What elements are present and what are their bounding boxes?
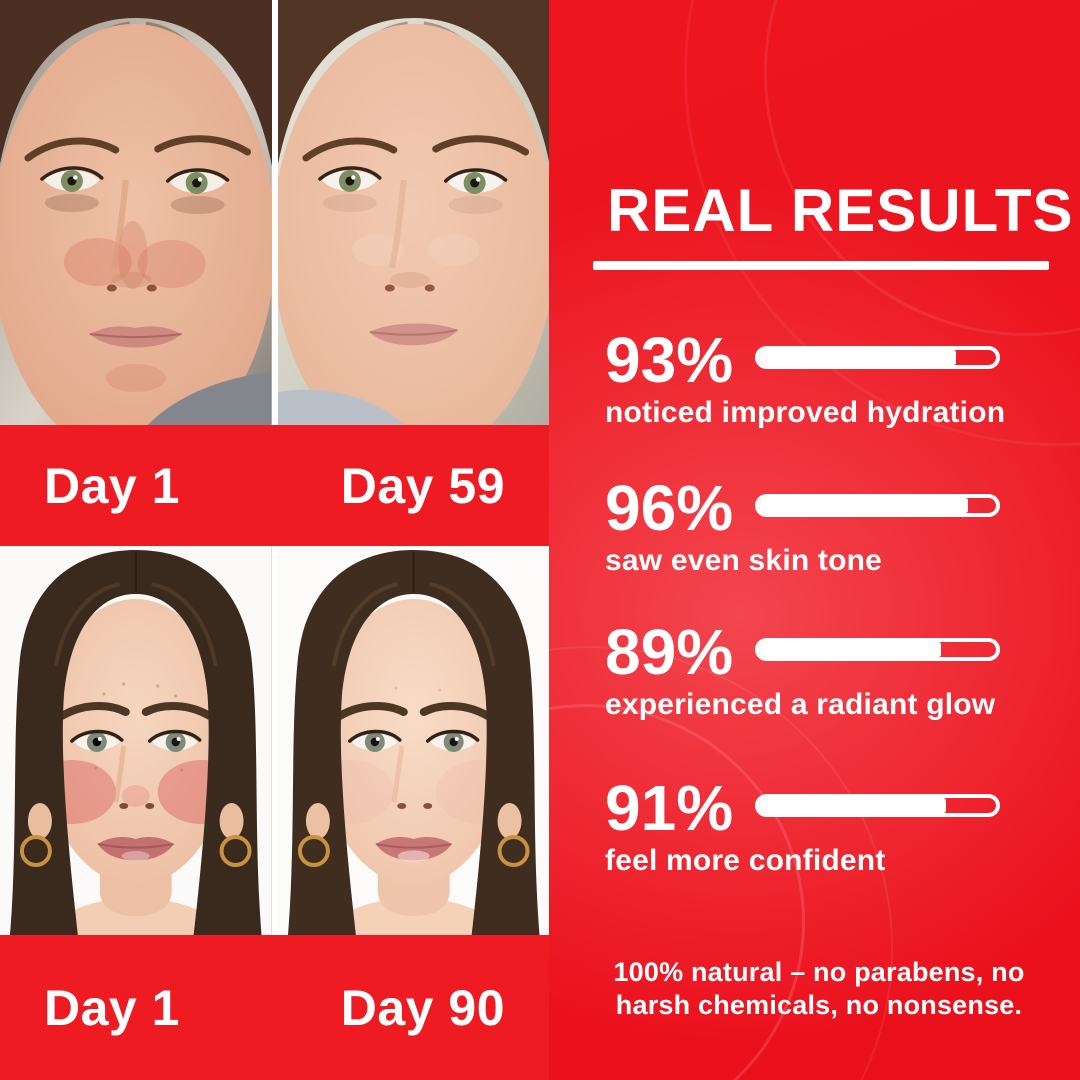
- stat-label: noticed improved hydration: [605, 396, 1006, 429]
- before-after-column: Day 1 Day 59: [0, 0, 549, 1080]
- day-label-after-bottom: Day 90: [340, 979, 505, 1036]
- footer-line-1: 100% natural – no parabens, no: [613, 957, 1025, 987]
- day-label-after-top: Day 59: [340, 457, 505, 514]
- stat-progress-fill: [759, 497, 968, 513]
- stat-progress-fill: [759, 641, 942, 657]
- panel-title: REAL RESULTS: [607, 177, 1074, 244]
- day-label-before-bottom: Day 1: [44, 979, 180, 1036]
- photo-divider-bottom: [271, 546, 278, 935]
- stat-skin-tone: 96% saw even skin tone: [605, 476, 1057, 578]
- day-label-bar-top: Day 1 Day 59: [0, 425, 549, 546]
- photo-divider-top: [271, 0, 278, 425]
- stat-confidence: 91% feel more confident: [605, 776, 1057, 878]
- stat-progress-bar: [755, 493, 1000, 517]
- photo-after-day90-bottom: [277, 546, 549, 935]
- stat-progress-bar: [755, 793, 1000, 817]
- photo-after-day59-top: [277, 0, 549, 425]
- stat-progress-bar: [755, 345, 1000, 369]
- stat-label: saw even skin tone: [605, 544, 883, 577]
- title-underline: [593, 261, 1049, 270]
- stat-progress-bar: [755, 637, 1000, 661]
- photo-row-top: [0, 0, 549, 425]
- stat-hydration: 93% noticed improved hydration: [605, 328, 1057, 430]
- day-label-before-top: Day 1: [44, 457, 180, 514]
- photo-row-bottom: [0, 546, 549, 935]
- stat-value: 89%: [605, 616, 734, 688]
- footer-note: 100% natural – no parabens, no harsh che…: [589, 956, 1049, 1023]
- day-label-bar-bottom: Day 1 Day 90: [0, 935, 549, 1080]
- photo-before-day1-bottom: [0, 546, 272, 935]
- stat-label: experienced a radiant glow: [605, 688, 996, 721]
- stat-progress-fill: [759, 349, 956, 365]
- stat-value: 96%: [605, 472, 734, 544]
- stat-value: 93%: [605, 324, 734, 396]
- stat-progress-fill: [759, 797, 947, 813]
- stat-radiant-glow: 89% experienced a radiant glow: [605, 620, 1057, 722]
- results-panel: REAL RESULTS 93% noticed improved hydrat…: [549, 0, 1080, 1080]
- stat-value: 91%: [605, 772, 734, 844]
- footer-line-2: harsh chemicals, no nonsense.: [615, 990, 1023, 1021]
- photo-before-day1-top: [0, 0, 272, 425]
- stat-label: feel more confident: [605, 844, 886, 877]
